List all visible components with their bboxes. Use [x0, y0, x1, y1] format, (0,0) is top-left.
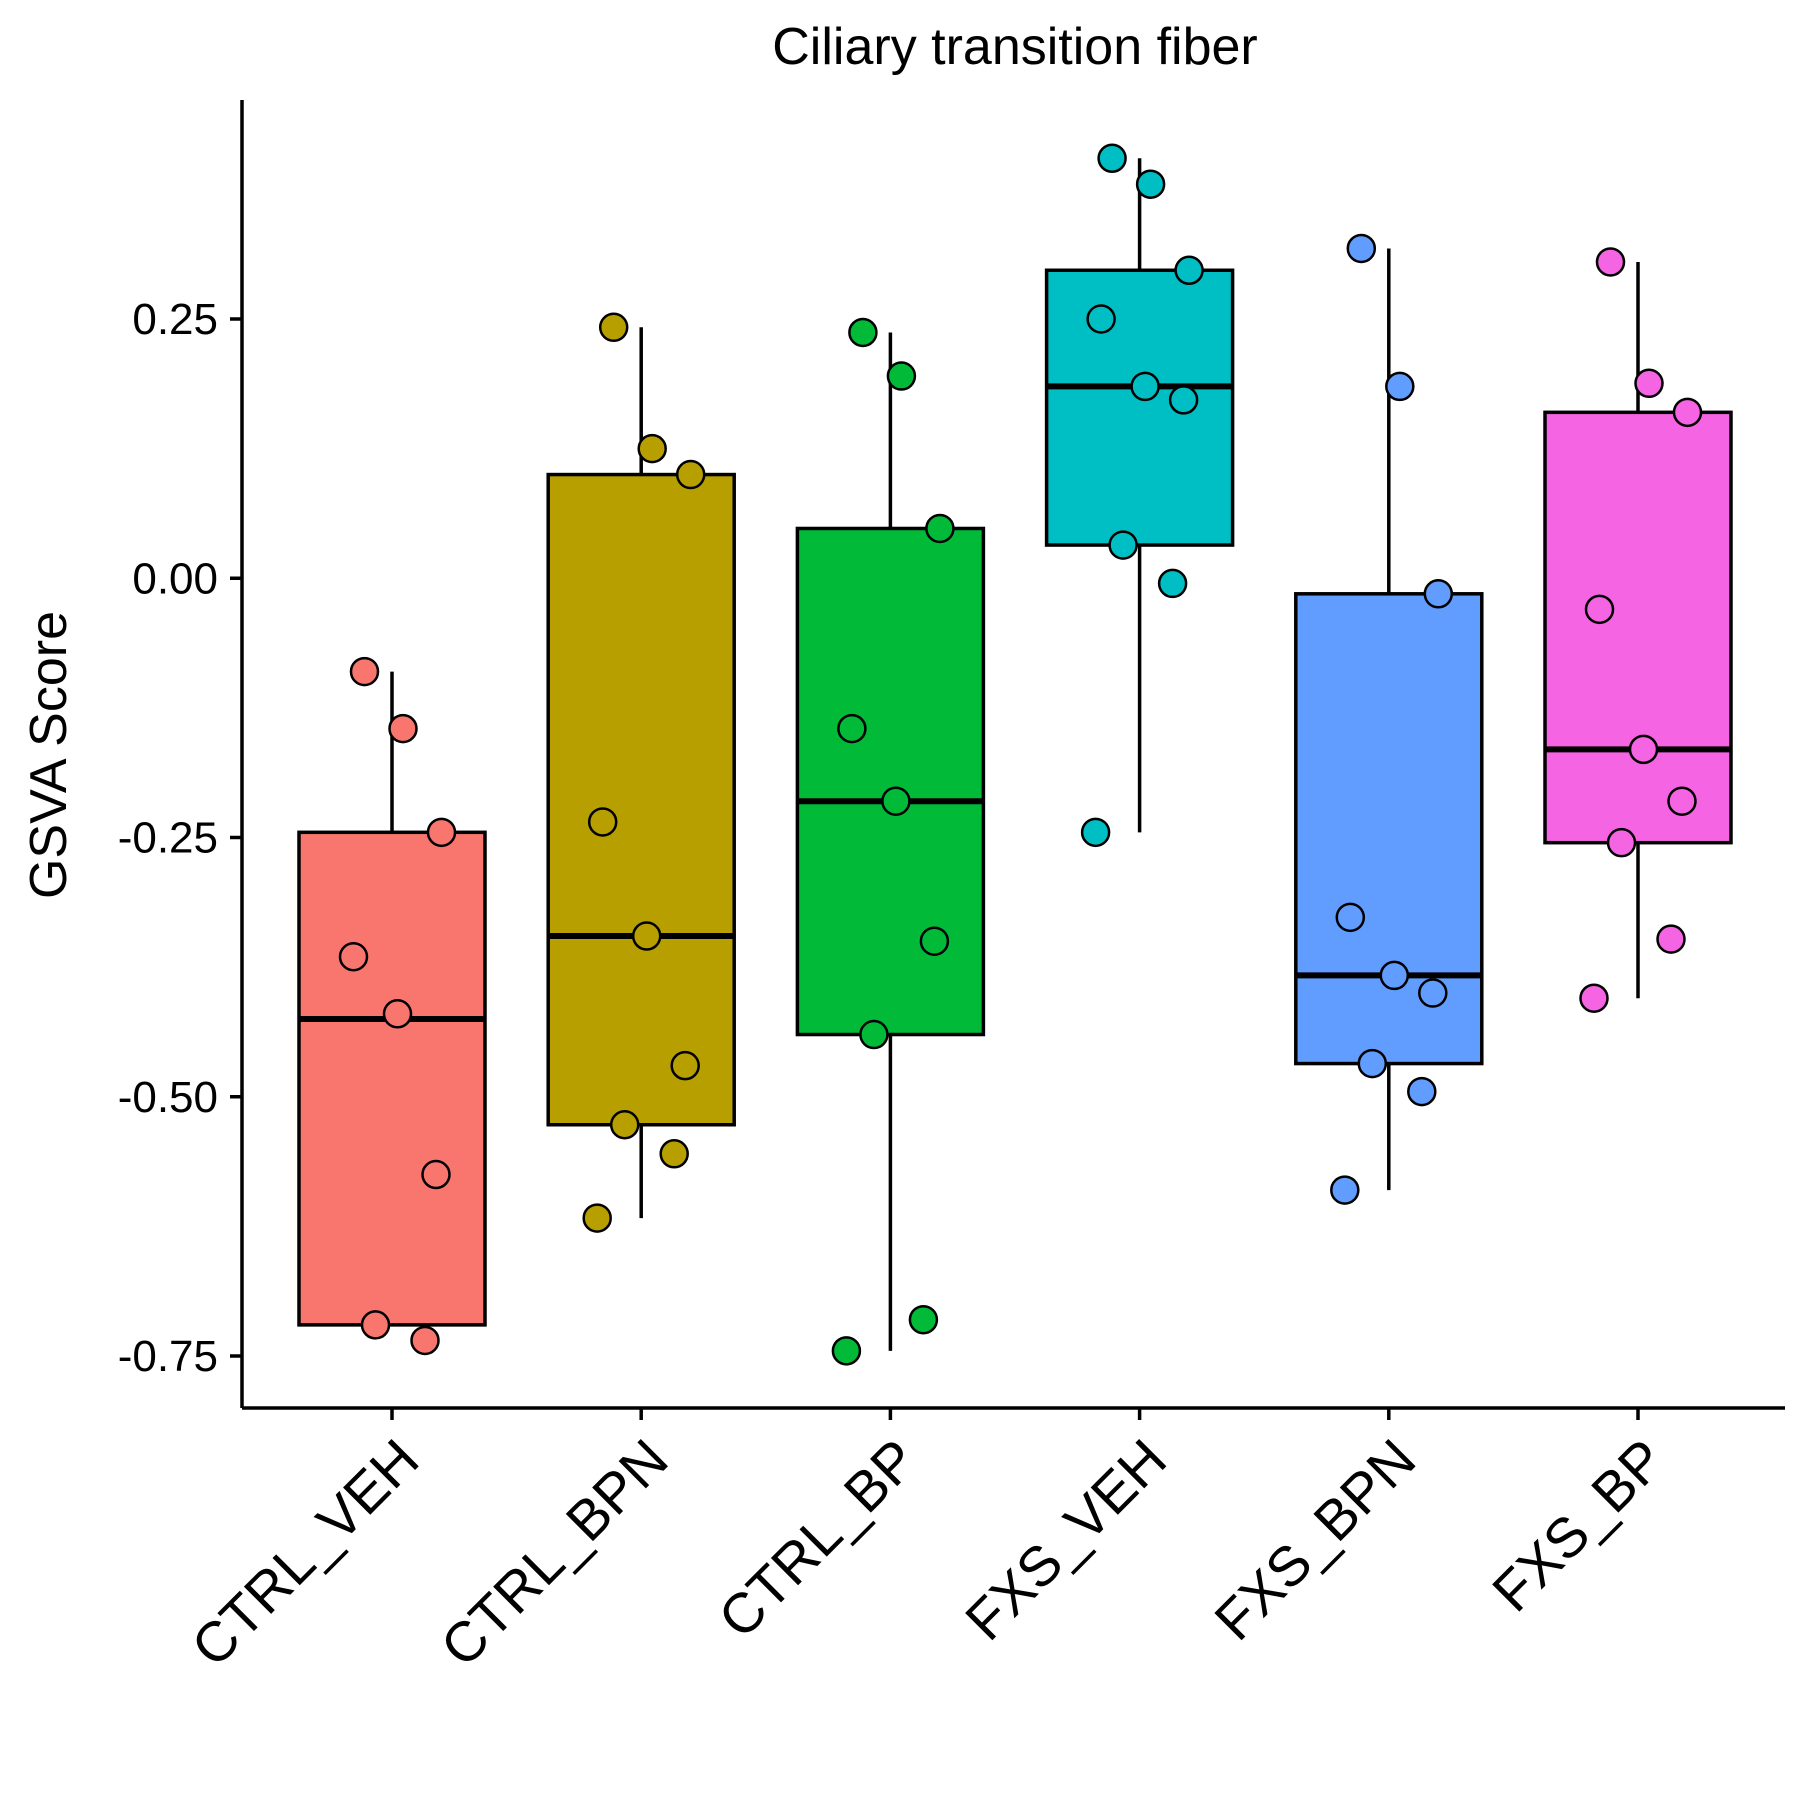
data-point: [848, 317, 878, 348]
y-tick-label: -0.25: [118, 814, 218, 863]
data-point: [837, 713, 867, 744]
group-ctrl-veh: [297, 656, 487, 1356]
data-point: [582, 1203, 612, 1233]
x-tick-label: CTRL_BPN: [428, 1427, 679, 1678]
group-fxs-bp: [1543, 247, 1733, 1013]
box: [1294, 592, 1484, 1066]
data-point: [587, 807, 618, 837]
data-point: [1135, 169, 1166, 199]
data-point: [338, 942, 369, 972]
box: [795, 526, 986, 1037]
data-point: [1656, 924, 1686, 954]
group-ctrl-bp: [795, 317, 986, 1366]
data-point: [1672, 397, 1703, 428]
data-point: [1330, 1175, 1360, 1205]
data-point: [675, 459, 706, 490]
chart-title: Ciliary transition fiber: [772, 18, 1258, 76]
data-point: [349, 656, 380, 687]
box: [1543, 410, 1733, 845]
data-point: [659, 1139, 689, 1169]
box: [297, 830, 487, 1327]
data-point: [1595, 247, 1626, 277]
data-point: [426, 817, 457, 848]
data-point: [881, 786, 911, 816]
data-point: [1080, 817, 1111, 848]
data-point: [1385, 371, 1415, 402]
data-point: [1097, 143, 1127, 174]
data-point: [609, 1109, 640, 1140]
data-point: [670, 1050, 700, 1081]
group-ctrl-bpn: [546, 312, 736, 1233]
group-fxs-veh: [1044, 143, 1235, 848]
data-point: [637, 433, 667, 464]
data-point: [1379, 960, 1410, 991]
data-point: [1628, 734, 1659, 765]
data-point: [1584, 594, 1615, 625]
data-point: [421, 1159, 451, 1190]
data-point: [1407, 1076, 1437, 1107]
data-point: [886, 361, 917, 391]
data-point: [1346, 233, 1377, 264]
data-point: [1174, 255, 1204, 286]
y-tick-label: -0.75: [118, 1332, 218, 1381]
data-point: [1606, 827, 1637, 858]
data-point: [382, 999, 413, 1029]
data-point: [908, 1304, 939, 1335]
data-point: [410, 1325, 440, 1356]
data-point: [1108, 530, 1138, 560]
data-point: [1418, 978, 1448, 1008]
x-tick-label: FXS_VEH: [953, 1427, 1178, 1652]
data-point: [925, 513, 955, 544]
data-point: [831, 1336, 862, 1366]
box: [1044, 268, 1235, 547]
group-fxs-bpn: [1294, 233, 1484, 1205]
y-tick-label: 0.00: [132, 554, 218, 603]
data-point: [859, 1019, 889, 1050]
x-tick-label: FXS_BPN: [1202, 1427, 1427, 1652]
data-point: [1335, 902, 1366, 933]
y-tick-label: -0.50: [118, 1073, 218, 1122]
data-point: [1667, 786, 1697, 816]
data-point: [1634, 368, 1664, 399]
data-point: [1357, 1048, 1388, 1079]
y-axis-label: GSVA Score: [20, 611, 78, 899]
x-tick-label: CTRL_VEH: [179, 1427, 430, 1678]
plot-area: [297, 143, 1733, 1366]
data-point: [1130, 371, 1160, 402]
data-point: [598, 312, 629, 343]
data-point: [919, 926, 950, 956]
data-point: [1157, 568, 1188, 599]
data-point: [360, 1310, 391, 1340]
box: [546, 472, 736, 1127]
data-point: [1086, 304, 1116, 334]
x-tick-label: CTRL_BP: [706, 1427, 929, 1650]
data-point: [1168, 385, 1199, 415]
data-point: [1423, 579, 1454, 609]
y-tick-label: 0.25: [132, 295, 218, 344]
x-tick-label: FXS_BP: [1480, 1427, 1676, 1623]
data-point: [1579, 983, 1609, 1013]
data-point: [631, 921, 662, 951]
data-point: [388, 713, 418, 744]
